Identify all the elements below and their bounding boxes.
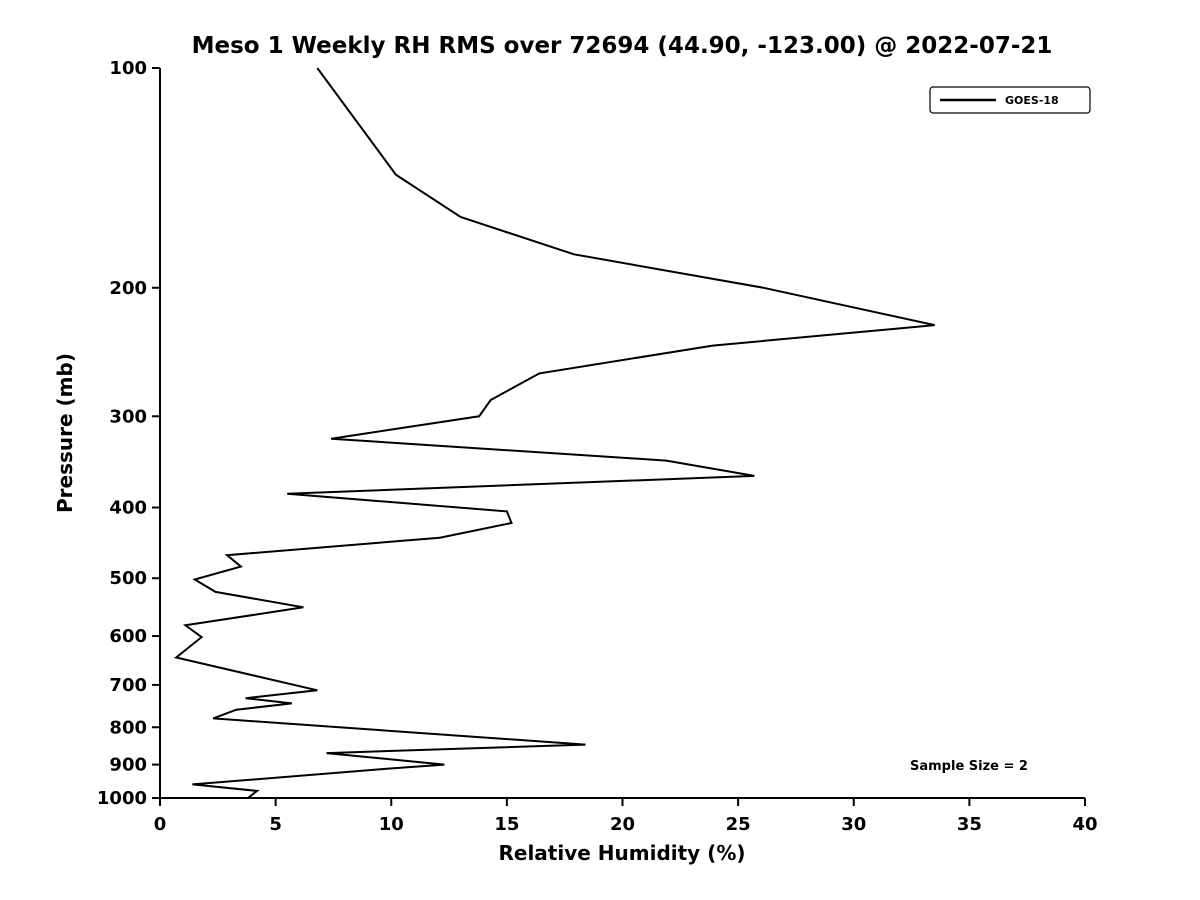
y-tick-label: 1000 — [97, 788, 147, 809]
x-tick-label: 15 — [494, 814, 519, 835]
y-tick-label: 300 — [109, 406, 147, 427]
x-tick-label: 5 — [269, 814, 282, 835]
x-tick-label: 25 — [726, 814, 751, 835]
y-tick-label: 800 — [109, 717, 147, 738]
legend-box — [929, 86, 1091, 114]
legend: GOES-18 — [929, 86, 1091, 114]
x-axis-label: Relative Humidity (%) — [498, 841, 745, 865]
x-tick-label: 35 — [957, 814, 982, 835]
y-tick-label: 600 — [109, 626, 147, 647]
y-axis-label: Pressure (mb) — [53, 353, 77, 513]
y-tick-label: 100 — [109, 58, 147, 79]
y-tick-label: 400 — [109, 498, 147, 519]
y-tick-label: 700 — [109, 675, 147, 696]
y-tick-label: 900 — [109, 755, 147, 776]
y-tick-label: 200 — [109, 278, 147, 299]
x-tick-label: 30 — [841, 814, 866, 835]
sample-size-annotation: Sample Size = 2 — [910, 759, 1028, 774]
rh-curve-goes-18 — [173, 67, 935, 799]
x-tick-label: 0 — [154, 814, 167, 835]
x-tick-label: 40 — [1072, 814, 1097, 835]
x-tick-label: 20 — [610, 814, 635, 835]
chart-title: Meso 1 Weekly RH RMS over 72694 (44.90, … — [192, 33, 1053, 59]
plot-area: 0 5 10 15 20 25 30 35 40 100 200 300 400 500 600 700 800… — [97, 58, 1098, 835]
x-tick-label: 10 — [379, 814, 404, 835]
legend-label: GOES-18 — [1005, 94, 1059, 107]
y-tick-label: 500 — [109, 568, 147, 589]
